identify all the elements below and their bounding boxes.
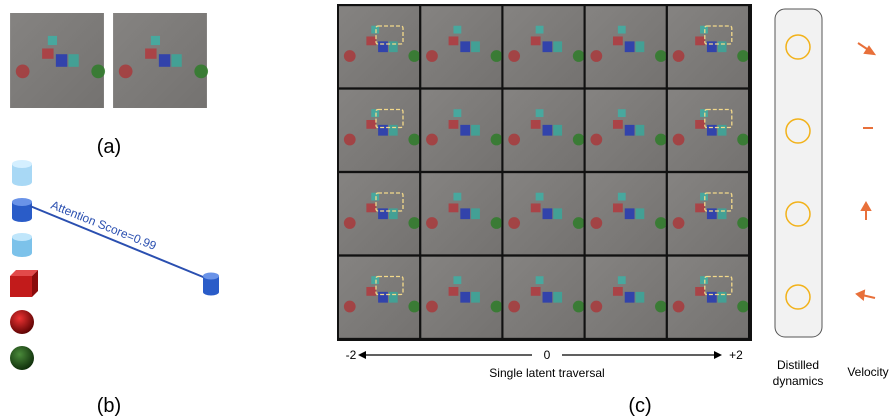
traversal-frame (339, 90, 420, 171)
traversal-frame (668, 257, 749, 338)
panel-label: (c) (628, 395, 651, 417)
figure: (a) Attention Score=0.99 (b) -2 0 +2 Sin… (0, 0, 894, 418)
arrow-head (862, 203, 870, 210)
panel-label: (b) (97, 395, 121, 417)
frame-image (10, 13, 105, 108)
cylinder-icon (203, 273, 219, 296)
traversal-frame (668, 173, 749, 254)
traversal-frame (503, 173, 584, 254)
traversal-frame (339, 6, 420, 87)
sphere-icon (10, 310, 34, 334)
velocity-arrows (857, 43, 875, 299)
traversal-frame (503, 90, 584, 171)
traversal-frame (421, 257, 502, 338)
cylinder-icon (12, 160, 32, 186)
traversal-frame (339, 173, 420, 254)
axis-label: +2 (729, 348, 743, 362)
dynamics-label: dynamics (773, 374, 824, 388)
traversal-frame (586, 6, 667, 87)
traversal-frame (503, 257, 584, 338)
traversal-frame (421, 173, 502, 254)
traversal-frame (586, 257, 667, 338)
traversal-frame (586, 173, 667, 254)
traversal-frame (421, 90, 502, 171)
traversal-frame (503, 6, 584, 87)
dynamics-label: Distilled (777, 358, 819, 372)
traversal-frame (339, 257, 420, 338)
axis-title: Single latent traversal (489, 366, 604, 380)
cube-icon (10, 270, 38, 297)
frame-image (113, 13, 208, 108)
sphere-icon (10, 346, 34, 370)
velocity-label: Velocity (847, 365, 888, 379)
arrow-head (358, 351, 366, 359)
figure-canvas: (a) Attention Score=0.99 (b) -2 0 +2 Sin… (0, 0, 894, 418)
axis-label: 0 (544, 348, 551, 362)
arrow-head (714, 351, 722, 359)
traversal-frame (421, 6, 502, 87)
object-icons (10, 160, 38, 370)
traversal-frame (668, 90, 749, 171)
dynamics-bar (775, 9, 822, 337)
traversal-frame (586, 90, 667, 171)
cylinder-icon (12, 198, 32, 222)
panel-label: (a) (97, 136, 121, 158)
attention-annotation: Attention Score=0.99 (49, 198, 159, 253)
attention-line (30, 206, 208, 279)
cylinder-icon (12, 233, 32, 257)
traversal-frame (668, 6, 749, 87)
arrow-head (857, 291, 864, 299)
axis-label: -2 (346, 348, 357, 362)
